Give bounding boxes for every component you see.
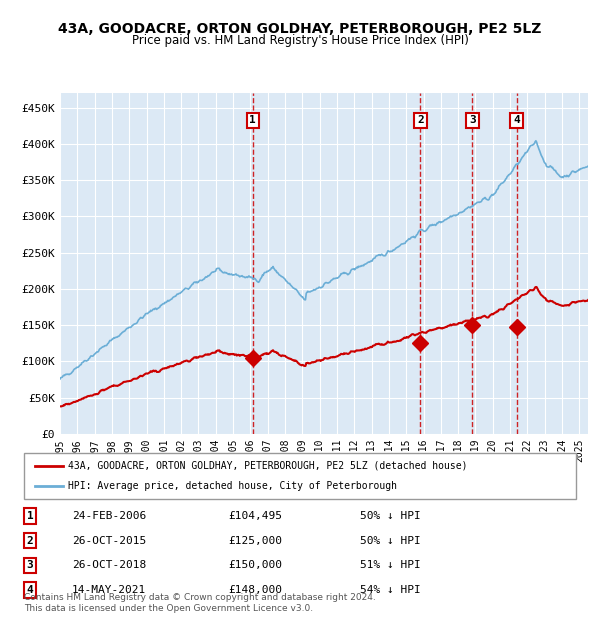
Text: 3: 3: [469, 115, 476, 125]
Text: £150,000: £150,000: [228, 560, 282, 570]
Text: 43A, GOODACRE, ORTON GOLDHAY, PETERBOROUGH, PE2 5LZ (detached house): 43A, GOODACRE, ORTON GOLDHAY, PETERBOROU…: [68, 461, 467, 471]
Text: 26-OCT-2015: 26-OCT-2015: [72, 536, 146, 546]
Text: 24-FEB-2006: 24-FEB-2006: [72, 511, 146, 521]
Text: Contains HM Land Registry data © Crown copyright and database right 2024.
This d: Contains HM Land Registry data © Crown c…: [24, 593, 376, 613]
Text: £148,000: £148,000: [228, 585, 282, 595]
FancyBboxPatch shape: [24, 453, 576, 499]
Text: 51% ↓ HPI: 51% ↓ HPI: [360, 560, 421, 570]
Text: 50% ↓ HPI: 50% ↓ HPI: [360, 511, 421, 521]
Text: 14-MAY-2021: 14-MAY-2021: [72, 585, 146, 595]
Text: £125,000: £125,000: [228, 536, 282, 546]
Text: 26-OCT-2018: 26-OCT-2018: [72, 560, 146, 570]
Text: 54% ↓ HPI: 54% ↓ HPI: [360, 585, 421, 595]
Text: £104,495: £104,495: [228, 511, 282, 521]
Text: 2: 2: [417, 115, 424, 125]
Text: 43A, GOODACRE, ORTON GOLDHAY, PETERBOROUGH, PE2 5LZ: 43A, GOODACRE, ORTON GOLDHAY, PETERBOROU…: [58, 22, 542, 36]
Text: HPI: Average price, detached house, City of Peterborough: HPI: Average price, detached house, City…: [68, 481, 397, 491]
Text: 1: 1: [26, 511, 34, 521]
Text: Price paid vs. HM Land Registry's House Price Index (HPI): Price paid vs. HM Land Registry's House …: [131, 34, 469, 47]
Text: 1: 1: [250, 115, 256, 125]
Text: 4: 4: [26, 585, 34, 595]
Text: 50% ↓ HPI: 50% ↓ HPI: [360, 536, 421, 546]
Text: 4: 4: [513, 115, 520, 125]
Text: 3: 3: [26, 560, 34, 570]
Text: 2: 2: [26, 536, 34, 546]
